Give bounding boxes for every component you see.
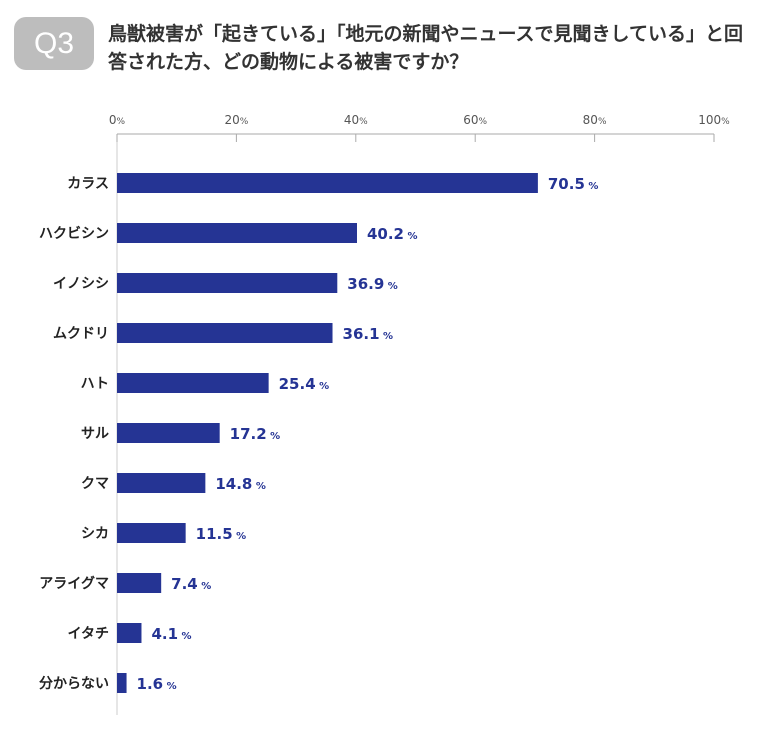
bar [117,373,269,393]
data-label: 36.9 % [347,275,398,293]
data-label: 40.2 % [367,225,418,243]
category-label: ムクドリ [53,326,109,342]
x-tick-label: 20% [224,113,248,127]
bar [117,523,186,543]
category-label: クマ [81,476,109,492]
data-label: 36.1 % [343,325,394,343]
data-label: 7.4 % [171,575,211,593]
bar [117,423,220,443]
category-label: アライグマ [39,575,109,592]
category-label: サル [81,426,109,442]
category-label: 分からない [39,676,109,692]
x-tick-label: 40% [344,113,368,127]
bar [117,273,338,293]
x-tick-label: 80% [583,113,607,127]
x-tick-label: 0% [109,113,126,127]
category-label: イタチ [68,626,109,642]
category-label: ハト [81,376,109,392]
bar [117,573,162,593]
data-label: 70.5 % [548,175,599,193]
question-title: 鳥獣被害が「起きている」「地元の新聞やニュースで見聞きしている」と回答された方、… [108,23,743,73]
bar [117,173,538,193]
bar [117,673,127,693]
bar [117,223,357,243]
x-tick-label: 100% [698,113,730,127]
category-label: ハクビシン [39,226,109,242]
data-label: 1.6 % [137,675,177,693]
category-label: カラス [67,176,109,192]
data-label: 11.5 % [196,525,247,543]
bar [117,473,206,493]
question-badge: Q3 [14,17,94,70]
data-label: 25.4 % [279,375,330,393]
data-label: 17.2 % [230,425,281,443]
category-label: シカ [81,526,109,542]
data-label: 14.8 % [215,475,266,493]
category-label: イノシシ [53,276,109,292]
x-tick-label: 60% [463,113,487,127]
data-label: 4.1 % [151,625,191,643]
bar [117,623,142,643]
bar [117,323,333,343]
